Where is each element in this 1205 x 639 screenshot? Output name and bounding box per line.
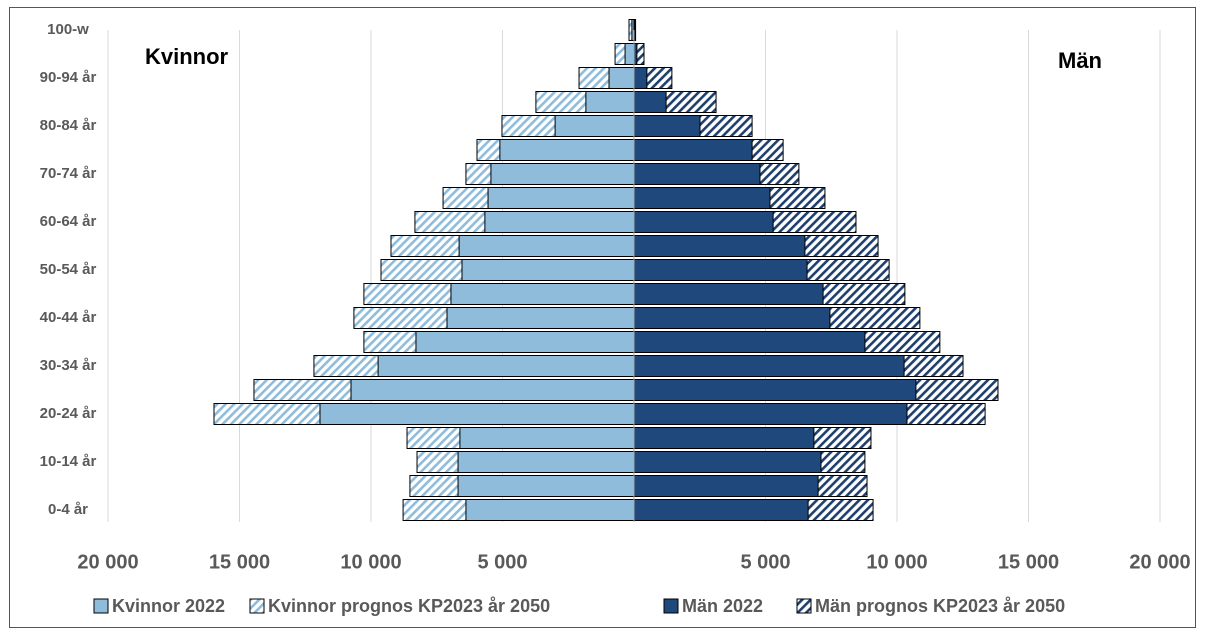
bar xyxy=(633,211,774,233)
bar xyxy=(487,187,635,209)
bar xyxy=(461,259,635,281)
bar xyxy=(633,259,808,281)
bar xyxy=(465,499,635,521)
y-tick-label: 70-74 år xyxy=(40,165,97,182)
y-tick-label: 30-34 år xyxy=(40,357,97,374)
y-tick-label: 90-94 år xyxy=(40,69,97,86)
legend-label: Män 2022 xyxy=(682,596,763,616)
bar xyxy=(633,499,809,521)
bar xyxy=(490,163,635,185)
bar xyxy=(499,139,635,161)
bar xyxy=(450,283,635,305)
bar xyxy=(633,235,806,257)
x-tick-label: 20 000 xyxy=(1129,551,1190,573)
bar xyxy=(633,187,771,209)
x-tick-label: 10 000 xyxy=(866,551,927,573)
x-tick-label: 20 000 xyxy=(77,551,138,573)
bar xyxy=(350,379,635,401)
y-tick-label: 60-64 år xyxy=(40,213,97,230)
bar xyxy=(608,67,635,89)
bar xyxy=(633,427,815,449)
bar xyxy=(415,331,635,353)
legend-swatch xyxy=(249,598,265,614)
bar xyxy=(633,67,648,89)
x-tick-label: 5 000 xyxy=(477,551,527,573)
x-tick-label: 15 000 xyxy=(998,551,1059,573)
bar xyxy=(554,115,635,137)
bar xyxy=(585,91,635,113)
bar xyxy=(633,139,753,161)
bar xyxy=(633,379,917,401)
y-tick-label: 0-4 år xyxy=(48,501,88,518)
bar xyxy=(633,403,908,425)
y-tick-label: 80-84 år xyxy=(40,117,97,134)
bar xyxy=(633,283,824,305)
legend-swatch xyxy=(663,598,679,614)
legend-swatch xyxy=(796,598,812,614)
y-tick-label: 20-24 år xyxy=(40,405,97,422)
left-title: Kvinnor xyxy=(145,44,229,69)
bar xyxy=(459,427,635,449)
bar xyxy=(633,307,831,329)
bar xyxy=(624,43,635,65)
legend-label: Kvinnor 2022 xyxy=(112,596,225,616)
bar xyxy=(633,451,822,473)
x-tick-label: 10 000 xyxy=(340,551,401,573)
y-tick-label: 100-w xyxy=(47,21,89,38)
bar xyxy=(633,331,866,353)
bar xyxy=(457,451,635,473)
bar xyxy=(446,307,635,329)
bar xyxy=(484,211,635,233)
y-tick-label: 10-14 år xyxy=(40,453,97,470)
legend-swatch xyxy=(93,598,109,614)
bar xyxy=(319,403,635,425)
bar xyxy=(633,115,701,137)
bar xyxy=(633,355,905,377)
bar xyxy=(458,235,635,257)
y-tick-label: 50-54 år xyxy=(40,261,97,278)
bar xyxy=(377,355,635,377)
legend-label: Män prognos KP2023 år 2050 xyxy=(815,596,1065,616)
x-tick-label: 5 000 xyxy=(740,551,790,573)
right-title: Män xyxy=(1058,48,1102,73)
legend-label: Kvinnor prognos KP2023 år 2050 xyxy=(268,596,550,616)
bar xyxy=(633,91,667,113)
y-tick-label: 40-44 år xyxy=(40,309,97,326)
bar xyxy=(457,475,635,497)
x-tick-label: 15 000 xyxy=(209,551,270,573)
bar xyxy=(633,163,761,185)
bar xyxy=(633,475,819,497)
